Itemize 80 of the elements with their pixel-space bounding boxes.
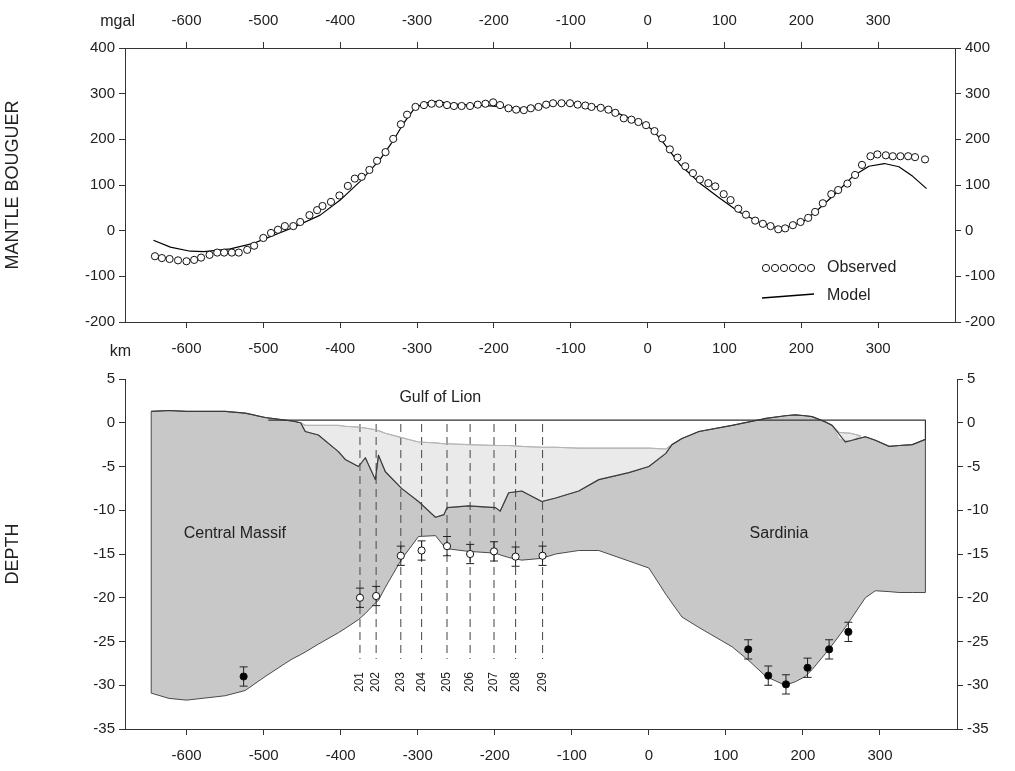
annotation: Gulf of Lion xyxy=(399,388,482,406)
x2-tick-label: 0 xyxy=(643,11,652,29)
y2-tick-label: -25 xyxy=(967,631,989,649)
annotation: 205 xyxy=(439,671,454,693)
x-tick-label: -100 xyxy=(556,746,587,764)
y2-tick-label: 300 xyxy=(965,83,991,101)
y-axis-title: DEPTH xyxy=(1,523,22,585)
annotation: 203 xyxy=(393,671,408,693)
y2-tick-label: 5 xyxy=(967,369,976,387)
x-tick-label: -600 xyxy=(171,746,202,764)
y-tick-label: -10 xyxy=(93,500,115,518)
y2-tick-label: -20 xyxy=(967,587,989,605)
x-tick-label: -300 xyxy=(402,339,433,357)
x2-tick-label: -200 xyxy=(478,11,509,29)
y-tick-label: -100 xyxy=(84,266,115,284)
y-tick-label: 0 xyxy=(106,220,115,238)
annotation: 201 xyxy=(352,671,367,693)
x-tick-label: 0 xyxy=(644,746,654,764)
annotation: 208 xyxy=(507,671,522,693)
y-tick-label: 200 xyxy=(89,129,115,147)
text: mgal xyxy=(100,12,135,30)
y-tick-label: -15 xyxy=(93,544,115,562)
y2-tick-label: -30 xyxy=(967,675,989,693)
annotation: 204 xyxy=(413,671,428,693)
y2-tick-label: 100 xyxy=(965,175,991,193)
y-tick-label: 100 xyxy=(89,175,115,193)
annotation: Sardinia xyxy=(749,524,809,542)
x-tick-label: -400 xyxy=(325,746,356,764)
y2-tick-label: -5 xyxy=(967,456,981,474)
y2-tick-label: -100 xyxy=(965,266,996,284)
x2-tick-label: 200 xyxy=(788,11,814,29)
y2-tick-label: 200 xyxy=(965,129,991,147)
x-tick-label: 200 xyxy=(788,339,814,357)
x-tick-label: -500 xyxy=(248,339,279,357)
x2-tick-label: -500 xyxy=(248,11,279,29)
x-tick-label: -300 xyxy=(402,746,433,764)
x2-tick-label: -600 xyxy=(171,11,202,29)
y2-tick-label: -35 xyxy=(967,719,989,737)
x-tick-label: -200 xyxy=(479,746,510,764)
legend-label: Observed xyxy=(827,258,897,276)
x-tick-label: 300 xyxy=(865,339,891,357)
x-tick-label: -100 xyxy=(555,339,586,357)
y-tick-label: -5 xyxy=(101,456,115,474)
x-tick-label: -400 xyxy=(325,339,356,357)
y2-tick-label: 0 xyxy=(967,412,976,430)
x-tick-label: -500 xyxy=(248,746,279,764)
y-axis-title: MANTLE BOUGUER xyxy=(1,100,22,270)
x-tick-label: 100 xyxy=(713,746,739,764)
annotation: 202 xyxy=(368,671,383,693)
x2-tick-label: 100 xyxy=(711,11,737,29)
y2-tick-label: 0 xyxy=(965,220,974,238)
y-tick-label: 5 xyxy=(106,369,115,387)
y-tick-label: -30 xyxy=(93,675,115,693)
x2-tick-label: -100 xyxy=(555,11,586,29)
x-tick-label: 300 xyxy=(867,746,893,764)
x-tick-label: -200 xyxy=(478,339,509,357)
x-tick-label: 200 xyxy=(790,746,816,764)
y-tick-label: 0 xyxy=(106,412,115,430)
y-tick-label: -20 xyxy=(93,587,115,605)
annotation: 207 xyxy=(486,671,501,693)
y-tick-label: -35 xyxy=(93,719,115,737)
y-tick-label: -25 xyxy=(93,631,115,649)
x-tick-label: 100 xyxy=(711,339,737,357)
y2-tick-label: -200 xyxy=(965,312,996,330)
annotation: 206 xyxy=(462,671,477,693)
x-tick-label: 0 xyxy=(643,339,652,357)
x2-tick-label: 300 xyxy=(865,11,891,29)
y-tick-label: 300 xyxy=(89,83,115,101)
annotation: 209 xyxy=(534,671,549,693)
annotation: Central Massif xyxy=(183,524,287,542)
x-tick-label: -600 xyxy=(171,339,202,357)
y2-tick-label: 400 xyxy=(965,38,991,56)
y2-tick-label: -10 xyxy=(967,500,989,518)
y-tick-label: -200 xyxy=(84,312,115,330)
y-tick-label: 400 xyxy=(89,38,115,56)
x-axis-title: km xyxy=(109,342,131,360)
legend-label: Model xyxy=(827,286,871,304)
x2-tick-label: -400 xyxy=(325,11,356,29)
y2-tick-label: -15 xyxy=(967,544,989,562)
x2-tick-label: -300 xyxy=(402,11,433,29)
